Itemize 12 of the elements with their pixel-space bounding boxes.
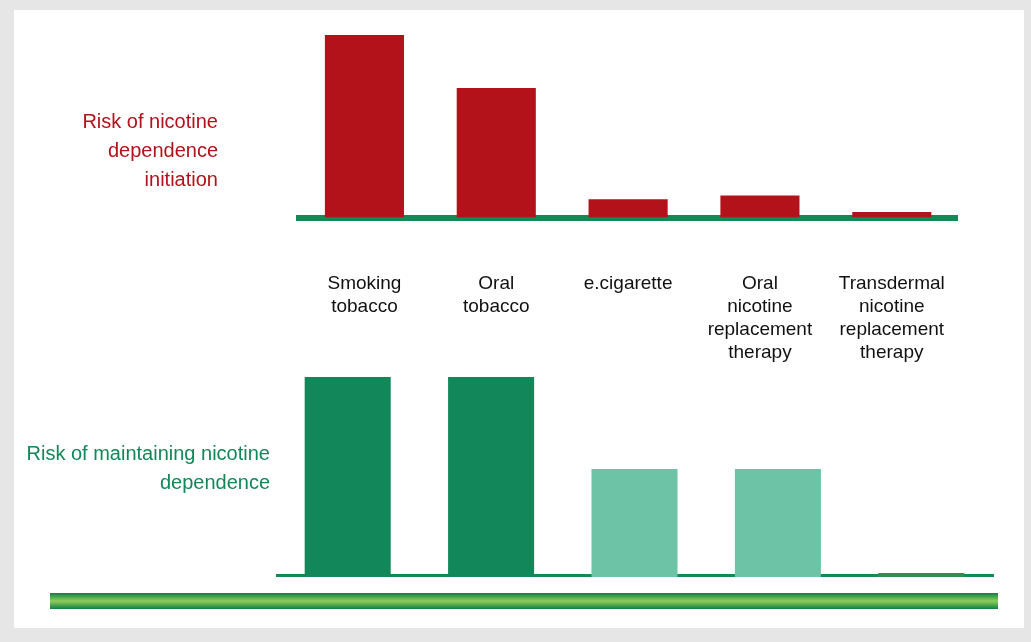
bar — [588, 199, 668, 218]
x-tick-label: Oral nicotine replacement therapy — [707, 272, 813, 362]
x-tick-label: Oral tobacco — [463, 272, 530, 316]
bar — [324, 35, 404, 218]
bar — [720, 195, 800, 218]
bar — [456, 87, 536, 218]
x-tick-label: e.cigarette — [583, 272, 673, 294]
x-tick-label: Smoking tobacco — [327, 272, 402, 316]
y-axis-title: Risk of nicotine dependence initiation — [81, 109, 218, 192]
x-tick-label: Transdermal nicotine replacement therapy — [838, 272, 945, 362]
bar — [852, 212, 932, 218]
y-axis-title: Risk of maintaining nicotine dependence — [25, 441, 270, 495]
